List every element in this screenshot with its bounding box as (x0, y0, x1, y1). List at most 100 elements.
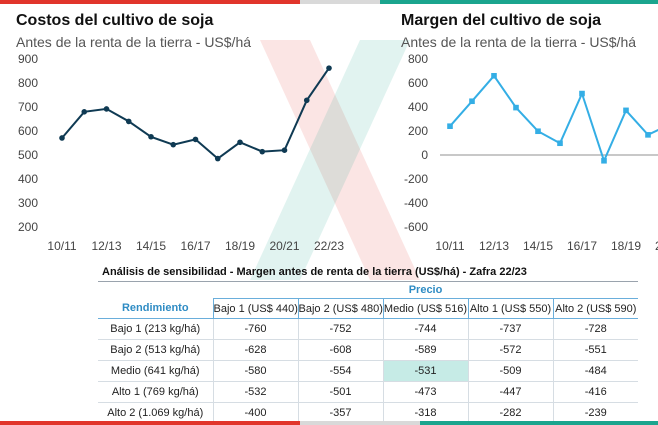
table-cell: -608 (297, 339, 383, 361)
highlighted-cell: -531 (382, 360, 468, 382)
rendimiento-label: Rendimiento (98, 298, 213, 319)
margin-y-tick-label: -600 (404, 220, 428, 234)
table-cell: -752 (297, 318, 383, 340)
costs-data-point (103, 106, 110, 112)
row-label: Alto 2 (1.069 kg/há) (98, 402, 213, 424)
costs-y-tick-label: 200 (18, 220, 38, 234)
margin-chart-title: Margen del cultivo de soja (401, 12, 602, 29)
costs-data-point (281, 147, 288, 153)
x-logo-watermark (250, 40, 420, 280)
costs-y-tick-label: 500 (18, 148, 38, 162)
column-header: Bajo 1 (US$ 440) (212, 298, 298, 319)
costs-x-tick-label: 10/11 (47, 239, 76, 253)
costs-series-line (61, 67, 330, 160)
column-header: Bajo 2 (US$ 480) (297, 298, 383, 319)
table-cell: -400 (212, 402, 298, 424)
costs-line-chart: 200 300 400 500 600 700 800 900 10/11 12/13 14/15 1… (18, 52, 344, 253)
costs-data-point (326, 65, 332, 71)
table-cell: -473 (382, 381, 468, 403)
margin-data-point (513, 104, 519, 111)
margin-data-point (491, 73, 497, 79)
row-label: Alto 1 (769 kg/há) (98, 381, 213, 403)
row-label: Medio (641 kg/há) (98, 360, 213, 382)
margin-x-tick-label: 18/19 (611, 239, 641, 253)
margin-x-tick-label: 16/17 (567, 239, 597, 253)
margin-y-tick-label: -400 (404, 196, 428, 210)
costs-data-point (148, 133, 154, 140)
table-cell: -737 (467, 318, 553, 340)
costs-y-tick-label: 400 (18, 172, 38, 186)
table-cell: -728 (552, 318, 639, 340)
top-bar-grey (300, 0, 380, 4)
sensitivity-table-panel: Análisis de sensibilidad - Margen antes … (98, 264, 639, 424)
margin-chart-subtitle: Antes de la renta de la tierra - US$/há (401, 34, 637, 50)
table-row: Bajo 2 (513 kg/há) -628 -608 -589 -572 -… (98, 339, 639, 361)
table-cell: -551 (552, 339, 639, 361)
table-cell: -760 (212, 318, 298, 340)
costs-y-tick-label: 700 (18, 100, 38, 114)
margin-data-point (469, 98, 475, 105)
margin-x-tick-label: 20/21 (655, 239, 658, 253)
table-row: Bajo 1 (213 kg/há) -760 -752 -744 -737 -… (98, 318, 639, 340)
margin-x-tick-label: 10/11 (435, 239, 464, 253)
margin-data-point (447, 123, 453, 129)
table-cell: -744 (382, 318, 468, 340)
row-label: Bajo 1 (213 kg/há) (98, 318, 213, 340)
table-cell: -416 (552, 381, 639, 403)
costs-data-point (170, 141, 177, 148)
column-header: Medio (US$ 516) (382, 298, 468, 319)
costs-chart-subtitle: Antes de la renta de la tierra - US$/há (16, 34, 252, 50)
margin-line-chart: -600 -400 -200 0 200 400 600 800 10/11 12/13 14/15… (404, 52, 658, 253)
margin-y-tick-label: 600 (408, 76, 428, 90)
margin-data-point (557, 140, 563, 147)
margin-y-tick-label: 800 (408, 52, 428, 66)
margin-data-point (601, 157, 607, 164)
costs-data-point (214, 155, 221, 162)
sensitivity-table: Precio Rendimiento Bajo 1 (US$ 440) Bajo… (98, 282, 639, 424)
row-label: Bajo 2 (513 kg/há) (98, 339, 213, 361)
costs-y-tick-label: 600 (18, 124, 38, 138)
table-row: Medio (641 kg/há) -580 -554 -531 -509 -4… (98, 360, 639, 382)
costs-data-point (81, 109, 88, 115)
bottom-bar-grey (300, 421, 420, 425)
costs-chart-title: Costos del cultivo de soja (16, 12, 214, 29)
table-cell: -589 (382, 339, 468, 361)
margin-x-tick-label: 14/15 (523, 239, 553, 253)
costs-y-tick-label: 800 (18, 76, 38, 90)
table-cell: -509 (467, 360, 553, 382)
margin-data-point (579, 90, 585, 97)
margin-data-point (623, 107, 629, 114)
costs-y-tick-label: 900 (18, 52, 38, 66)
costs-x-tick-label: 14/15 (136, 239, 166, 253)
costs-x-tick-label: 12/13 (91, 239, 121, 253)
bottom-color-bar (0, 421, 658, 425)
bottom-bar-red (0, 421, 300, 425)
costs-data-point (125, 118, 132, 125)
bottom-bar-teal (420, 421, 658, 425)
precio-header-row: Precio (98, 282, 639, 299)
table-cell: -580 (212, 360, 298, 382)
costs-data-point (259, 148, 266, 155)
costs-x-tick-label: 18/19 (225, 239, 255, 253)
top-bar-red (0, 0, 300, 4)
margin-y-tick-label: 400 (408, 100, 428, 114)
table-cell: -572 (467, 339, 553, 361)
margin-data-point (645, 132, 651, 138)
margin-series-line (449, 74, 658, 164)
table-cell: -628 (212, 339, 298, 361)
table-title: Análisis de sensibilidad - Margen antes … (98, 264, 638, 282)
costs-x-tick-label: 20/21 (269, 239, 299, 253)
margin-y-tick-label: 0 (421, 148, 428, 162)
margin-data-point (535, 128, 541, 135)
margin-y-tick-label: -200 (404, 172, 428, 186)
table-cell: -484 (552, 360, 639, 382)
margin-y-tick-label: 200 (408, 124, 428, 138)
top-bar-teal (380, 0, 658, 4)
table-cell: -532 (212, 381, 298, 403)
top-color-bar (0, 0, 658, 4)
column-header-row: Rendimiento Bajo 1 (US$ 440) Bajo 2 (US$… (98, 298, 639, 319)
margin-x-tick-label: 12/13 (479, 239, 509, 253)
costs-x-tick-label: 22/23 (314, 239, 344, 253)
table-cell: -554 (297, 360, 383, 382)
column-header: Alto 2 (US$ 590) (552, 298, 639, 319)
